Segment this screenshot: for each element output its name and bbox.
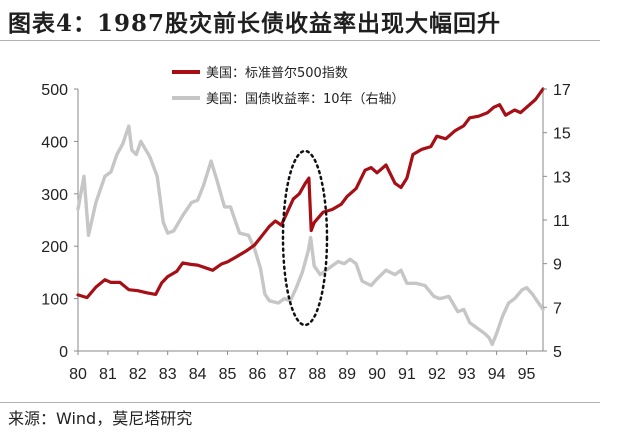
left-tick-label: 200 (41, 239, 68, 256)
series-line-treasury-yield (76, 124, 545, 347)
x-tick-label: 95 (518, 366, 536, 383)
legend-label-treasury: 美国：国债收益率：10年（右轴） (206, 91, 405, 107)
left-tick-label: 300 (41, 187, 68, 204)
chart: 0 100 200 300 400 500 5 7 9 11 13 15 17 80 81 82 83 84 85 8… (41, 66, 571, 383)
legend: 美国：标准普尔500指数 美国：国债收益率：10年（右轴） (172, 66, 405, 107)
x-tick-label: 88 (308, 366, 326, 383)
x-tick-label: 91 (398, 366, 416, 383)
left-tick-label: 100 (41, 292, 68, 309)
right-tick-label: 9 (553, 257, 562, 274)
legend-label-sp500: 美国：标准普尔500指数 (206, 66, 348, 81)
x-tick-label: 90 (368, 366, 386, 383)
left-tick-label: 400 (41, 134, 68, 151)
x-tick-label: 81 (99, 366, 117, 383)
ticks-layer: 0 100 200 300 400 500 5 7 9 11 13 15 17 80 81 82 83 84 85 8… (41, 82, 571, 383)
right-tick-label: 15 (553, 126, 571, 143)
x-tick-label: 80 (69, 366, 87, 383)
x-tick-label: 86 (249, 366, 267, 383)
right-tick-label: 5 (553, 344, 562, 361)
x-tick-label: 87 (278, 366, 296, 383)
x-tick-label: 93 (458, 366, 476, 383)
left-tick-label: 0 (59, 344, 68, 361)
x-tick-label: 92 (428, 366, 446, 383)
left-tick-label: 500 (41, 82, 68, 99)
right-tick-label: 7 (553, 300, 562, 317)
x-tick-label: 84 (189, 366, 207, 383)
x-tick-label: 83 (159, 366, 177, 383)
page-title: 图表4：1987股灾前长债收益率出现大幅回升 (8, 10, 502, 37)
series-layer (76, 87, 545, 347)
source-note: 来源：Wind，莫尼塔研究 (8, 409, 193, 428)
right-tick-label: 13 (553, 169, 571, 186)
x-tick-label: 94 (488, 366, 506, 383)
x-tick-label: 85 (219, 366, 237, 383)
x-tick-label: 89 (338, 366, 356, 383)
right-tick-label: 11 (553, 213, 570, 230)
title-divider (0, 40, 600, 41)
x-tick-label: 82 (129, 366, 147, 383)
series-line-sp500 (76, 87, 545, 300)
right-tick-label: 17 (553, 82, 571, 99)
highlight-ellipse (281, 149, 329, 327)
source-divider (0, 402, 600, 403)
